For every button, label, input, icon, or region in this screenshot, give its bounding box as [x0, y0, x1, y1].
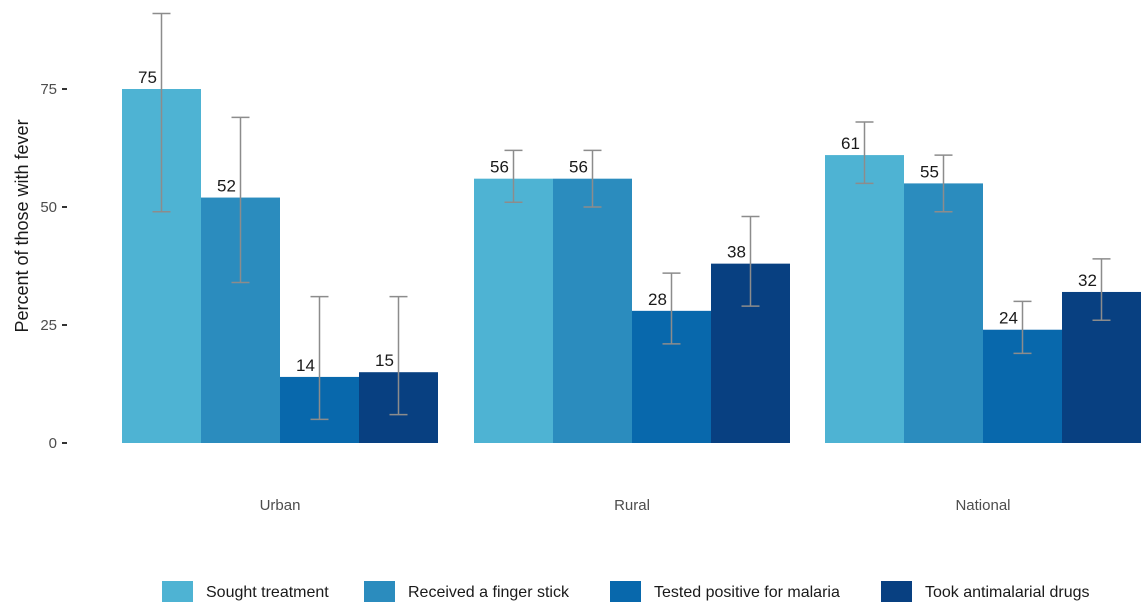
legend-label: Sought treatment: [206, 584, 329, 601]
data-label: 55: [920, 162, 939, 181]
x-tick-label: National: [955, 497, 1010, 514]
bar: [825, 155, 904, 443]
data-label: 61: [841, 134, 860, 153]
data-label: 14: [296, 356, 315, 375]
bars: [122, 89, 1141, 443]
y-tick-label: 0: [49, 435, 57, 452]
x-axis: Urban Rural National: [260, 497, 1011, 514]
x-tick-label: Urban: [260, 497, 301, 514]
data-label: 56: [490, 158, 509, 177]
legend-label: Took antimalarial drugs: [925, 584, 1090, 601]
legend-swatch: [364, 581, 395, 602]
y-tick-label: 75: [40, 81, 57, 98]
legend-label: Tested positive for malaria: [654, 584, 840, 601]
legend-swatch: [610, 581, 641, 602]
data-label: 32: [1078, 271, 1097, 290]
data-label: 28: [648, 290, 667, 309]
y-axis: 0 25 50 75: [40, 81, 67, 452]
bar: [474, 178, 553, 443]
data-label: 75: [138, 68, 157, 87]
error-bars: [152, 12, 1111, 421]
y-axis-label: Percent of those with fever: [12, 119, 32, 332]
bar: [904, 183, 983, 443]
x-tick-label: Rural: [614, 497, 650, 514]
data-labels: 75 52 14 15 56 56 28 38 61 55 24 32: [138, 68, 1097, 375]
data-label: 52: [217, 177, 236, 196]
bar: [553, 178, 632, 443]
legend-swatch: [162, 581, 193, 602]
data-label: 24: [999, 309, 1018, 328]
data-label: 15: [375, 351, 394, 370]
y-tick-label: 50: [40, 199, 57, 216]
legend-label: Received a finger stick: [408, 584, 570, 601]
data-label: 38: [727, 243, 746, 262]
legend: Sought treatment Received a finger stick T…: [162, 581, 1090, 602]
legend-swatch: [881, 581, 912, 602]
y-tick-label: 25: [40, 317, 57, 334]
data-label: 56: [569, 158, 588, 177]
